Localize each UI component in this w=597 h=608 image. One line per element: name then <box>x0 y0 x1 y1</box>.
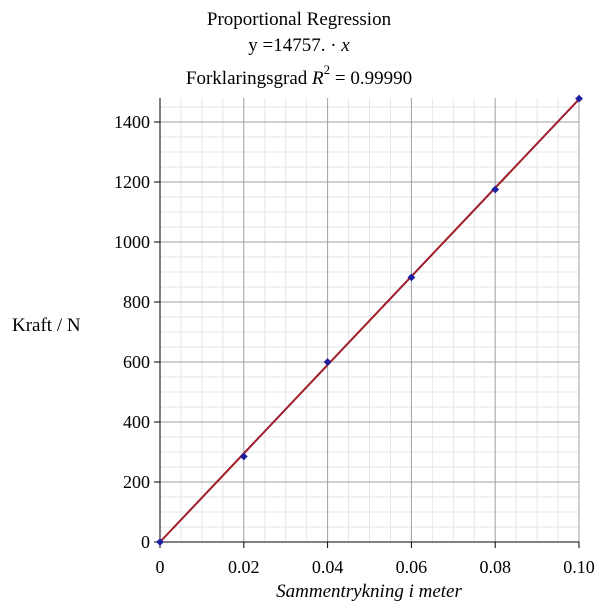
data-point <box>156 538 164 546</box>
data-point <box>407 273 416 282</box>
data-points <box>156 94 583 546</box>
equation-variable: x <box>340 35 350 56</box>
x-axis-label: Sammentrykning i meter <box>276 581 462 602</box>
x-tick-label: 0 <box>156 557 165 577</box>
data-point <box>575 94 583 103</box>
regression-line <box>159 98 580 543</box>
chart-title-line-1: Proportional Regression <box>207 9 392 30</box>
data-point <box>239 452 248 461</box>
ticks <box>154 121 580 548</box>
x-tick-label: 0.10 <box>563 557 595 577</box>
y-tick-label: 1200 <box>114 172 150 192</box>
y-tick-label: 600 <box>123 352 150 372</box>
grid-minor <box>160 98 579 542</box>
r2-symbol: R <box>311 68 324 89</box>
x-tick-label: 0.04 <box>312 557 344 577</box>
regression-line-group <box>159 98 580 543</box>
y-tick-label: 200 <box>123 472 150 492</box>
y-tick-label: 800 <box>123 292 150 312</box>
r2-exponent: 2 <box>324 62 331 77</box>
y-tick-label: 1400 <box>114 112 150 132</box>
r2-prefix: Forklaringsgrad <box>186 68 312 89</box>
chart-title-equation: y =14757. · x <box>248 35 350 56</box>
r2-suffix: = 0.99990 <box>330 68 412 89</box>
chart-title-r2: Forklaringsgrad R2 = 0.99990 <box>186 62 412 89</box>
y-tick-label: 0 <box>141 532 150 552</box>
x-tick-label: 0.02 <box>228 557 260 577</box>
y-tick-label: 1000 <box>114 232 150 252</box>
x-tick-label: 0.08 <box>479 557 511 577</box>
x-tick-label: 0.06 <box>396 557 428 577</box>
equation-prefix: y =14757. · <box>248 35 341 56</box>
data-point <box>323 358 332 366</box>
grid-major <box>160 98 580 542</box>
tick-labels: 0 0.02 0.04 0.06 0.08 0.10 0 200 400 600 800 1000 12… <box>114 112 595 577</box>
y-axis-label: Kraft / N <box>12 315 81 336</box>
axes <box>159 98 579 543</box>
data-point <box>491 185 500 194</box>
y-tick-label: 400 <box>123 412 150 432</box>
